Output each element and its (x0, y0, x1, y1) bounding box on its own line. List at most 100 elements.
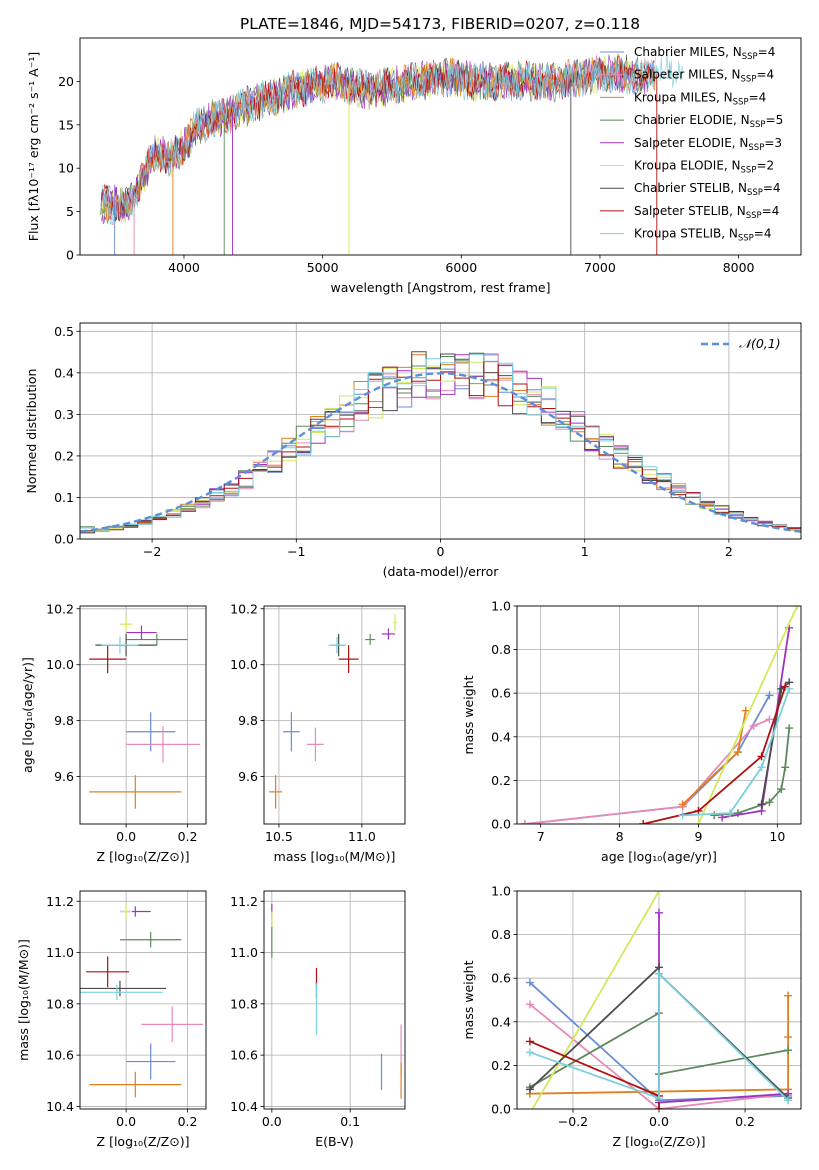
x-tick-label: 0.1 (340, 1114, 360, 1129)
weight-line-salpeter-miles (524, 718, 770, 824)
y-axis-label: mass weight (461, 675, 476, 754)
weight-marker (765, 798, 774, 807)
x-tick-label: 0.2 (178, 1114, 198, 1129)
x-tick-label: 8000 (723, 260, 755, 275)
y-axis-label: mass [log₁₀(M/M⊙)] (16, 939, 31, 1061)
axes-frame (79, 322, 802, 540)
weight-line-kroupa-stelib (529, 971, 789, 1101)
x-tick-label: −2 (143, 544, 161, 559)
y-tick-label: 10.0 (46, 657, 74, 672)
y-tick-label: 0.3 (54, 407, 74, 422)
y-tick-label: 0.2 (54, 448, 74, 463)
x-axis-label: mass [log₁₀(M/M⊙)] (274, 849, 396, 864)
plot-area (80, 351, 801, 534)
y-tick-label: 0.1 (54, 490, 74, 505)
spectrum-panel: 4000 5000 6000 7000 8000 0 5 10 15 20 wavelength [… (26, 37, 802, 295)
legend-entry: Salpeter MILES, NSSP=4 (634, 68, 774, 85)
x-tick-label: 0 (437, 544, 445, 559)
normal-reference-curve (80, 372, 801, 533)
weight-marker (757, 763, 766, 772)
weight-marker (525, 1085, 534, 1094)
y-tick-label: 10.8 (230, 996, 258, 1011)
axes-frame (516, 605, 802, 825)
y-tick-label: 11.0 (230, 945, 258, 960)
y-axis-label: Normed distribution (24, 369, 39, 494)
x-tick-label: 7000 (584, 260, 616, 275)
weight-marker (639, 820, 648, 824)
weight-line-kroupa-elodie (531, 891, 660, 1109)
x-tick-label: 10.5 (265, 829, 293, 844)
histogram-salpeter-stelib (80, 361, 801, 532)
x-axis-label: age [log₁₀(age/yr)] (601, 849, 717, 864)
plot-area (80, 903, 203, 1098)
y-tick-label: 0.2 (491, 773, 511, 788)
x-tick-label: −0.2 (558, 1114, 588, 1129)
weight-marker (793, 606, 801, 610)
weight-marker (678, 811, 687, 820)
y-tick-label: 10.2 (230, 601, 258, 616)
y-tick-label: 0 (66, 248, 74, 263)
x-tick-label: −1 (287, 544, 305, 559)
legend-entry: Salpeter STELIB, NSSP=4 (634, 204, 779, 221)
y-tick-label: 10.6 (230, 1048, 258, 1063)
weight-marker (733, 748, 742, 757)
weight-marker (757, 752, 766, 761)
weight-marker (785, 684, 794, 693)
x-tick-label: 1 (581, 544, 589, 559)
y-tick-label: 0.0 (491, 1102, 511, 1117)
weight-marker (710, 811, 719, 820)
y-axis-label: age [log₁₀(age/yr)] (20, 657, 35, 773)
y-tick-label: 9.8 (54, 713, 74, 728)
x-tick-label: 10 (769, 829, 785, 844)
y-tick-label: 9.6 (238, 769, 258, 784)
weight-marker (525, 978, 534, 987)
age-vs-metallicity-panel: 0.0 0.2 9.6 9.8 10.0 10.2 Z [log₁₀(Z/Z⊙)] age [… (20, 601, 207, 864)
legend-entry: Chabrier MILES, NSSP=4 (634, 45, 775, 62)
x-tick-label: 6000 (445, 260, 477, 275)
x-tick-label: 8 (616, 829, 624, 844)
x-tick-label: 0.0 (116, 1114, 136, 1129)
weight-vs-metallicity-panel: −0.2 0.0 0.2 0.0 0.2 0.4 0.6 0.8 1.0 Z [log₁₀(Z/Z… (461, 884, 802, 1149)
legend-entry: 𝒩(0,1) (739, 336, 781, 351)
weight-marker (525, 1048, 534, 1057)
x-tick-label: 0.0 (262, 1114, 282, 1129)
y-tick-label: 11.0 (46, 945, 74, 960)
weight-marker (520, 820, 529, 824)
x-tick-label: 7 (537, 829, 545, 844)
weight-line-chabrier-elodie (714, 728, 791, 817)
x-tick-label: 2 (725, 544, 733, 559)
y-tick-label: 15 (58, 117, 74, 132)
weight-marker (765, 715, 774, 724)
weight-line-chabrier-miles (524, 694, 771, 824)
axes-frame (79, 890, 207, 1110)
legend-entry: Chabrier STELIB, NSSP=4 (634, 181, 781, 198)
y-tick-label: 9.8 (238, 713, 258, 728)
weight-marker (678, 800, 687, 809)
plot-area (271, 903, 402, 1099)
mass-vs-extinction-panel: 0.0 0.1 10.4 10.6 10.8 11.0 11.2 E(B-V) (230, 890, 406, 1149)
weight-marker (655, 908, 663, 917)
y-tick-label: 0.4 (491, 1014, 511, 1029)
y-tick-label: 1.0 (491, 884, 511, 899)
legend-entry: Salpeter ELODIE, NSSP=3 (634, 136, 782, 153)
x-axis-label: Z [log₁₀(Z/Z⊙)] (97, 1134, 190, 1149)
plot-area (520, 606, 801, 824)
histogram-kroupa-stelib (80, 354, 801, 531)
y-tick-label: 10.6 (46, 1048, 74, 1063)
x-tick-label: 0.0 (116, 829, 136, 844)
y-tick-label: 10.2 (46, 601, 74, 616)
y-tick-label: 0.0 (54, 532, 74, 547)
x-axis-label: E(B-V) (315, 1134, 354, 1149)
figure-title: PLATE=1846, MJD=54173, FIBERID=0207, z=0… (240, 15, 640, 33)
legend-entry: Kroupa STELIB, NSSP=4 (634, 227, 772, 244)
y-tick-label: 0.8 (491, 642, 511, 657)
y-tick-label: 1.0 (491, 599, 511, 614)
plot-area (89, 615, 200, 809)
y-tick-label: 0.4 (491, 729, 511, 744)
residuals-panel: −2 −1 0 1 2 0.0 0.1 0.2 0.3 0.4 0.5 (data-model)/er… (24, 322, 802, 579)
weight-marker (655, 969, 663, 978)
legend-entry: Kroupa MILES, NSSP=4 (634, 90, 766, 107)
weight-marker (784, 991, 793, 1000)
axes-frame (79, 605, 207, 825)
legend-entry: Chabrier ELODIE, NSSP=5 (634, 113, 783, 130)
